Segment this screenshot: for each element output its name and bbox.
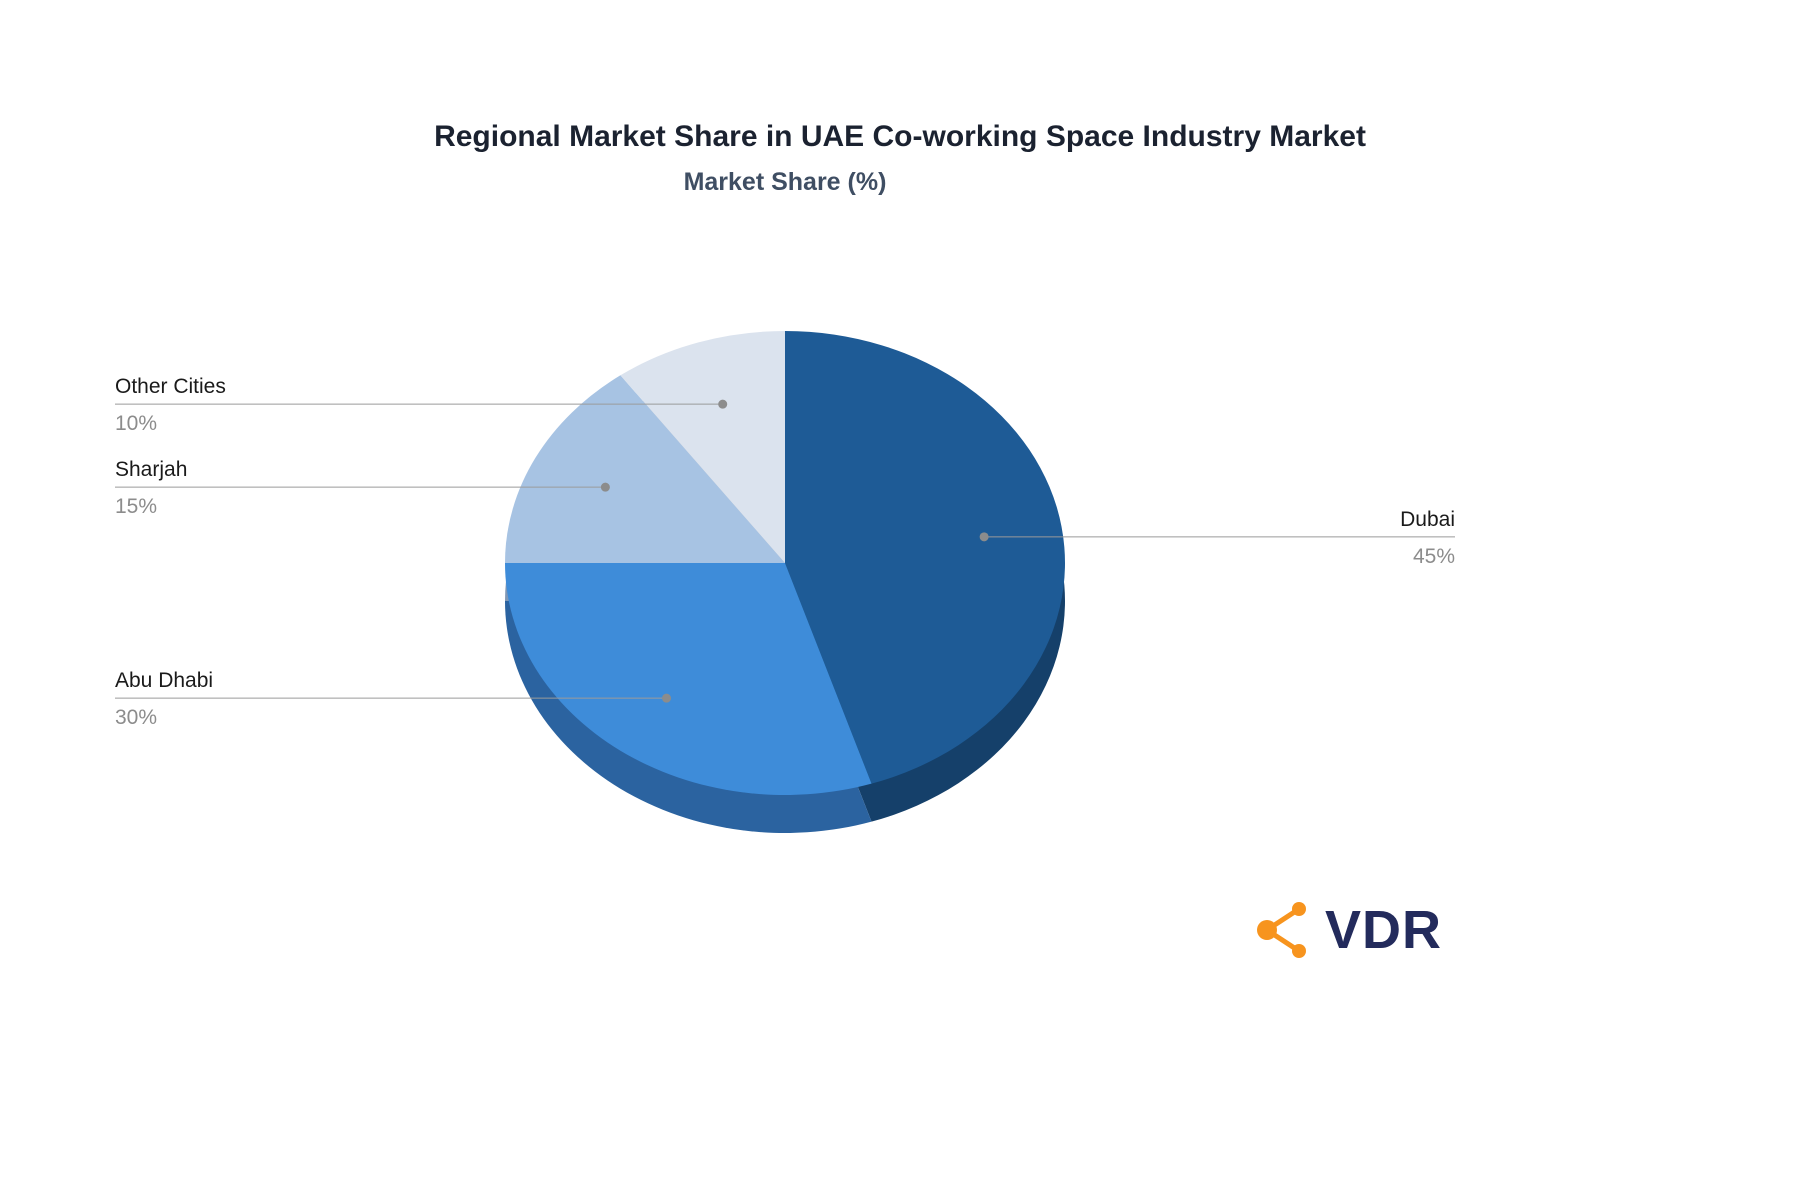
slice-value-other-cities: 10% (115, 412, 157, 435)
slice-label-sharjah: Sharjah (115, 458, 187, 481)
slice-value-abu-dhabi: 30% (115, 706, 157, 729)
vdr-logo-text: VDR (1325, 900, 1443, 960)
vdr-logo-icon (1257, 902, 1306, 958)
slice-label-dubai: Dubai (1400, 508, 1455, 531)
chart-subtitle: Market Share (%) (683, 168, 887, 196)
leader-dot-sharjah (600, 482, 610, 492)
vdr-logo: VDR (1255, 896, 1442, 964)
pie-slice-abu-dhabi (504, 563, 872, 795)
slice-label-other-cities: Other Cities (115, 375, 226, 398)
pie-slice-other-cities (620, 331, 785, 563)
pie-slice-sharjah (505, 375, 785, 563)
leader-dot-other-cities (718, 399, 728, 409)
chart-title: Regional Market Share in UAE Co-working … (434, 120, 1366, 153)
leader-dot-dubai (979, 532, 989, 542)
pie-labels-layer: Dubai 45% Abu Dhabi 30% Sharjah 15% Other Citi… (115, 375, 1455, 729)
slice-label-abu-dhabi: Abu Dhabi (115, 669, 213, 692)
leader-dot-abu-dhabi (662, 693, 672, 703)
slice-value-dubai: 45% (1413, 545, 1455, 568)
pie-slice-dubai (785, 331, 1066, 784)
pie-top-layer (504, 331, 1066, 795)
slice-value-sharjah: 15% (115, 495, 157, 518)
